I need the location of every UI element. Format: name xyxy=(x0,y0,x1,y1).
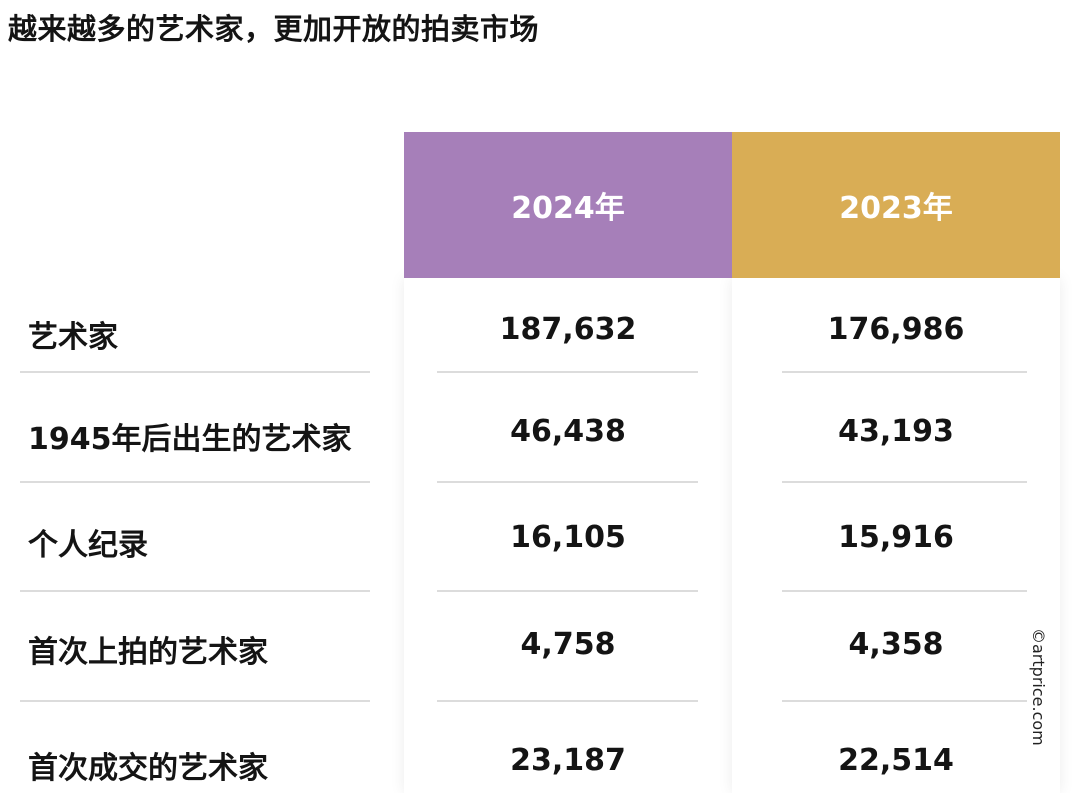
row-divider xyxy=(437,481,698,483)
cell-first-auctioned-2023: 4,358 xyxy=(848,627,944,662)
row-divider xyxy=(20,371,370,373)
row-divider xyxy=(20,481,370,483)
row-label-artists: 艺术家 xyxy=(28,320,118,355)
column-2023-background xyxy=(732,278,1060,793)
cell-first-sold-2024: 23,187 xyxy=(510,743,626,778)
cell-artists-2023: 176,986 xyxy=(827,312,965,347)
row-divider xyxy=(437,700,698,702)
cell-first-sold-2023: 22,514 xyxy=(838,743,954,778)
row-divider xyxy=(782,590,1027,592)
credit-text: ©artprice.com xyxy=(1029,628,1048,746)
column-2024-background xyxy=(404,278,732,793)
row-divider xyxy=(782,371,1027,373)
cell-first-auctioned-2024: 4,758 xyxy=(520,627,616,662)
row-divider xyxy=(782,481,1027,483)
row-divider xyxy=(437,371,698,373)
cell-personal-records-2023: 15,916 xyxy=(838,520,954,555)
row-label-born-after-1945: 1945年后出生的艺术家 xyxy=(28,422,352,457)
row-label-personal-records: 个人纪录 xyxy=(28,528,148,563)
row-label-first-sold: 首次成交的艺术家 xyxy=(28,751,268,786)
cell-born-after-1945-2024: 46,438 xyxy=(510,414,626,449)
row-divider xyxy=(437,590,698,592)
row-divider xyxy=(20,590,370,592)
column-header-2024: 2024年 xyxy=(404,132,732,278)
cell-artists-2024: 187,632 xyxy=(499,312,637,347)
row-label-first-auctioned: 首次上拍的艺术家 xyxy=(28,635,268,670)
row-divider xyxy=(782,700,1027,702)
column-header-2023: 2023年 xyxy=(732,132,1060,278)
cell-born-after-1945-2023: 43,193 xyxy=(838,414,954,449)
row-divider xyxy=(20,700,370,702)
page-title: 越来越多的艺术家，更加开放的拍卖市场 xyxy=(8,12,540,46)
cell-personal-records-2024: 16,105 xyxy=(510,520,626,555)
